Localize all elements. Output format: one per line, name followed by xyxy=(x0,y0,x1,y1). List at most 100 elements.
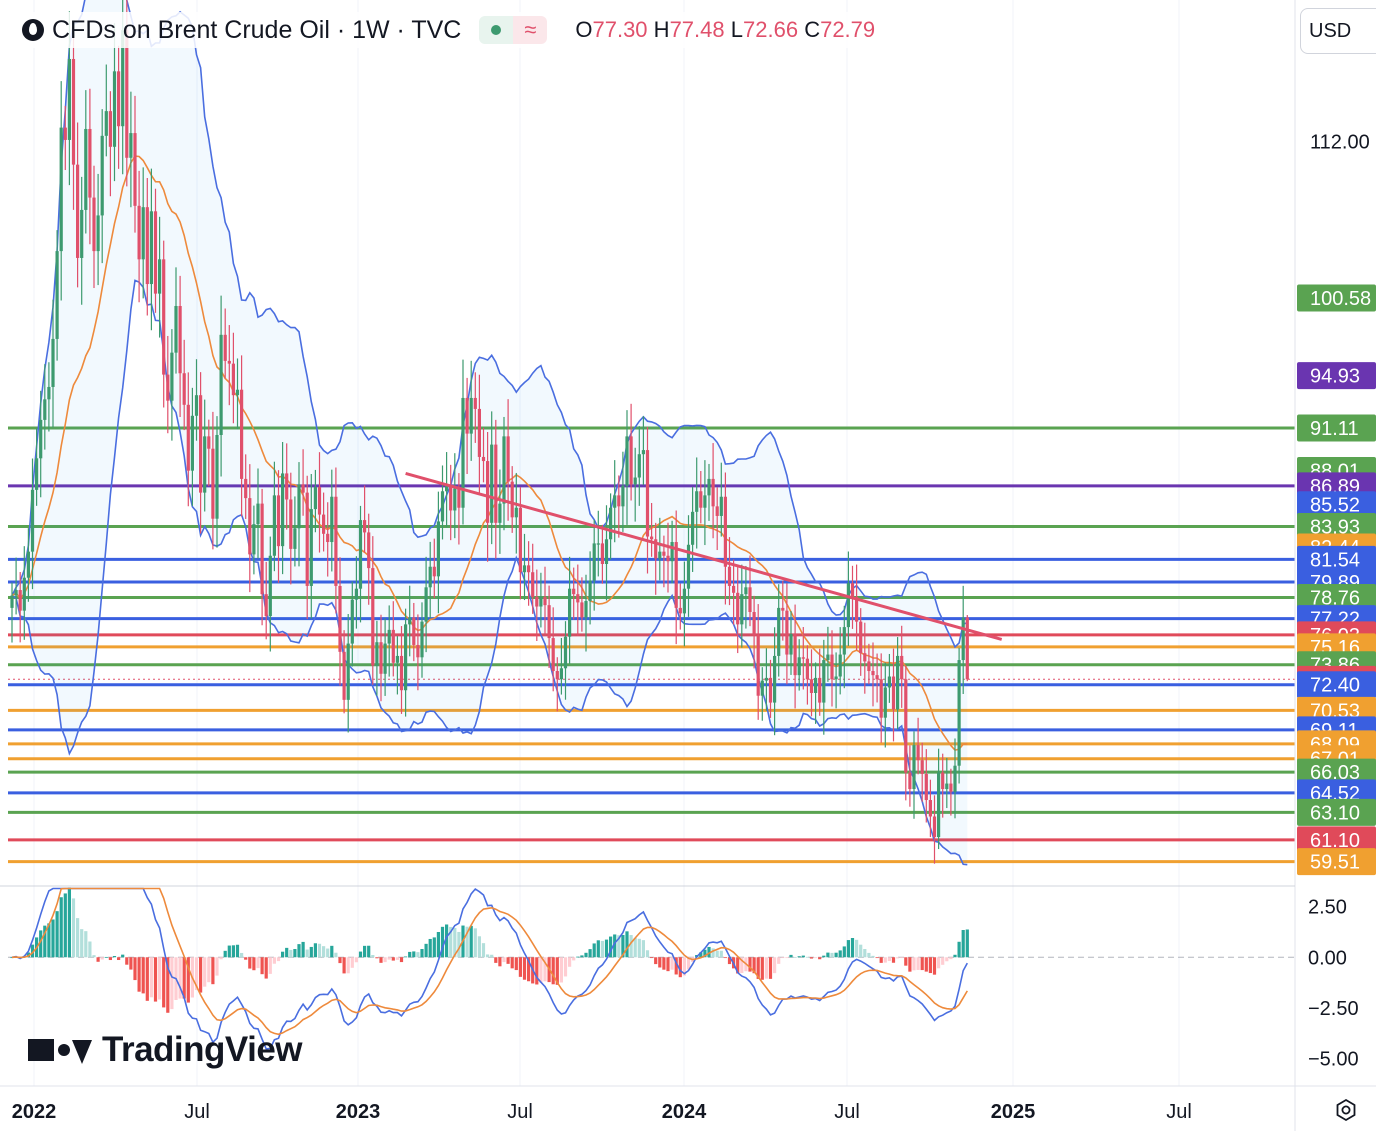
candle-body[interactable] xyxy=(145,207,149,285)
candle-body[interactable] xyxy=(596,543,600,545)
candle-body[interactable] xyxy=(47,386,51,400)
candle-body[interactable] xyxy=(773,655,777,703)
price-level-tag[interactable] xyxy=(1297,545,1376,573)
candle-body[interactable] xyxy=(572,588,576,595)
candle-body[interactable] xyxy=(39,419,43,459)
candle-body[interactable] xyxy=(375,642,379,666)
candle-body[interactable] xyxy=(199,395,203,493)
candle-body[interactable] xyxy=(551,638,555,672)
candle-body[interactable] xyxy=(727,566,732,586)
candle-body[interactable] xyxy=(695,491,699,512)
candle-body[interactable] xyxy=(404,624,408,691)
candle-body[interactable] xyxy=(834,676,838,680)
candle-body[interactable] xyxy=(30,489,35,552)
candle-body[interactable] xyxy=(281,473,285,547)
candle-body[interactable] xyxy=(88,128,92,198)
candle-body[interactable] xyxy=(174,305,178,353)
candle-body[interactable] xyxy=(379,642,383,674)
price-level-tag[interactable] xyxy=(1297,671,1376,699)
candle-body[interactable] xyxy=(354,588,358,600)
candle-body[interactable] xyxy=(814,677,818,693)
candle-body[interactable] xyxy=(26,551,30,578)
candle-body[interactable] xyxy=(740,594,744,625)
candle-body[interactable] xyxy=(965,617,969,680)
candle-body[interactable] xyxy=(326,533,330,543)
candle-body[interactable] xyxy=(178,305,182,374)
status-badges[interactable]: ≈ xyxy=(479,16,548,44)
candle-body[interactable] xyxy=(51,338,55,387)
price-level-tag[interactable] xyxy=(1297,414,1376,442)
candle-body[interactable] xyxy=(215,434,219,519)
candle-body[interactable] xyxy=(736,592,740,625)
candle-body[interactable] xyxy=(408,617,412,625)
candle-body[interactable] xyxy=(43,399,47,420)
candle-body[interactable] xyxy=(477,408,481,457)
candle-body[interactable] xyxy=(252,524,256,555)
candle-body[interactable] xyxy=(629,436,633,485)
candle-body[interactable] xyxy=(777,607,781,656)
candle-body[interactable] xyxy=(363,520,367,533)
candle-body[interactable] xyxy=(719,496,723,516)
candle-body[interactable] xyxy=(260,503,264,595)
candle-body[interactable] xyxy=(207,436,211,449)
candle-body[interactable] xyxy=(104,111,108,136)
candle-body[interactable] xyxy=(686,544,691,589)
candle-body[interactable] xyxy=(428,566,432,588)
candle-body[interactable] xyxy=(879,679,883,718)
candle-body[interactable] xyxy=(609,507,613,540)
candle-body[interactable] xyxy=(285,473,289,500)
candle-body[interactable] xyxy=(276,495,281,547)
candle-body[interactable] xyxy=(227,360,231,364)
candle-body[interactable] xyxy=(732,585,736,593)
candle-body[interactable] xyxy=(334,496,338,586)
candle-body[interactable] xyxy=(190,415,194,471)
candle-body[interactable] xyxy=(268,555,272,617)
price-level-tag[interactable] xyxy=(1297,491,1376,519)
price-level-tag[interactable] xyxy=(1297,826,1376,854)
candle-body[interactable] xyxy=(846,583,850,628)
candle-body[interactable] xyxy=(223,334,227,361)
candle-body[interactable] xyxy=(80,209,84,258)
candle-body[interactable] xyxy=(674,542,678,608)
candle-body[interactable] xyxy=(514,507,518,518)
market-status-icon[interactable] xyxy=(479,16,514,44)
candle-body[interactable] xyxy=(875,675,879,680)
candle-body[interactable] xyxy=(838,654,842,677)
price-level-tag[interactable] xyxy=(1297,284,1376,312)
candle-body[interactable] xyxy=(194,395,199,416)
candle-body[interactable] xyxy=(490,444,494,523)
candle-body[interactable] xyxy=(465,397,469,434)
candle-body[interactable] xyxy=(809,679,814,693)
candle-body[interactable] xyxy=(932,816,937,838)
candle-body[interactable] xyxy=(63,127,67,140)
candle-body[interactable] xyxy=(707,478,711,496)
candle-body[interactable] xyxy=(240,389,244,479)
candle-body[interactable] xyxy=(399,655,404,691)
candle-body[interactable] xyxy=(748,587,752,613)
candle-body[interactable] xyxy=(108,111,112,147)
candle-body[interactable] xyxy=(486,461,490,523)
candle-body[interactable] xyxy=(141,207,145,260)
candle-body[interactable] xyxy=(920,760,924,774)
candle-body[interactable] xyxy=(645,450,650,537)
candle-body[interactable] xyxy=(592,543,596,581)
candle-body[interactable] xyxy=(297,484,301,529)
candle-body[interactable] xyxy=(55,251,59,339)
candle-body[interactable] xyxy=(961,617,965,661)
candle-body[interactable] xyxy=(604,539,609,564)
candle-body[interactable] xyxy=(453,488,457,511)
candle-body[interactable] xyxy=(937,772,941,838)
candle-body[interactable] xyxy=(580,602,584,618)
candle-body[interactable] xyxy=(871,671,875,676)
candle-body[interactable] xyxy=(916,745,920,761)
candle-body[interactable] xyxy=(481,456,486,462)
candle-body[interactable] xyxy=(264,594,268,617)
candle-body[interactable] xyxy=(555,671,559,680)
candle-body[interactable] xyxy=(412,617,416,645)
candle-body[interactable] xyxy=(764,677,768,681)
candle-body[interactable] xyxy=(752,612,756,636)
candle-body[interactable] xyxy=(904,679,908,773)
candle-body[interactable] xyxy=(125,30,129,158)
candle-body[interactable] xyxy=(272,495,276,556)
candle-body[interactable] xyxy=(420,621,424,658)
